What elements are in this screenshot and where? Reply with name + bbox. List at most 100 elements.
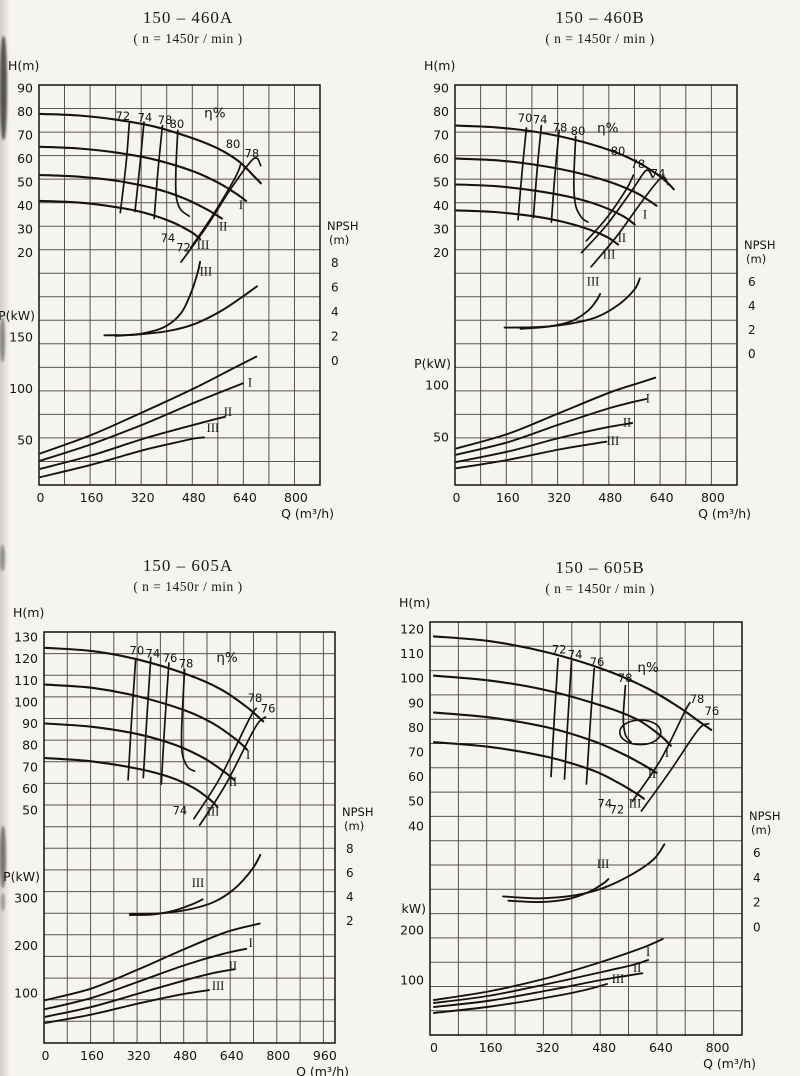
p-axis-label: P(kW): [414, 356, 451, 371]
efficiency-value-label: 70: [130, 643, 145, 657]
efficiency-contour-78: [631, 701, 691, 803]
power-curve-II: [433, 972, 644, 1008]
npsh-axis-tick: 8: [346, 842, 354, 856]
q-axis-tick: 640: [233, 490, 257, 505]
p-axis-tick: 50: [17, 433, 33, 448]
eta-percent-label: η%: [204, 105, 226, 121]
power-curve-full: [433, 938, 664, 1001]
h-axis-label: H(m): [8, 58, 39, 73]
npsh-curve-label: III: [192, 876, 205, 890]
pump-chart-panel-150-605A: 150 – 605A ( n = 1450r / min ) H(m) 130 12…: [0, 552, 400, 1076]
pump-chart-panel-150-605B: 150 – 605B ( n = 1450r / min ) H(m) 120 11…: [400, 552, 800, 1076]
chart-subtitle: ( n = 1450r / min ): [133, 579, 243, 594]
h-axis-tick: 70: [17, 128, 33, 143]
scan-artifact: [0, 318, 5, 362]
power-curve-label: I: [249, 936, 253, 950]
h-axis-label: H(m): [400, 598, 430, 610]
npsh-curve-III: [114, 260, 202, 337]
npsh-axis-tick: 6: [331, 281, 339, 295]
head-curve-label: III: [207, 804, 220, 818]
head-curve-label: II: [618, 231, 626, 245]
chart-subtitle: ( n = 1450r / min ): [545, 31, 655, 46]
npsh-axis-tick: 4: [331, 305, 339, 319]
chart-title: 150 – 460B: [555, 8, 645, 27]
h-axis-tick: 120: [400, 622, 424, 637]
plot-border: [43, 631, 336, 1044]
h-axis-tick: 80: [433, 104, 449, 119]
efficiency-contour-76: [160, 662, 170, 785]
h-axis-tick: 70: [408, 745, 424, 760]
npsh-axis-tick: 6: [748, 275, 756, 289]
h-axis-tick: 20: [17, 245, 33, 260]
head-curve-I: [39, 145, 248, 202]
q-axis-tick: 0: [37, 490, 45, 505]
efficiency-value-label: 72: [116, 109, 131, 123]
q-axis-label: Q (m³/h): [698, 506, 751, 521]
chart-subtitle: ( n = 1450r / min ): [545, 581, 655, 596]
efficiency-contour-72: [550, 657, 559, 778]
head-curve-full: [432, 635, 713, 731]
power-curve-label: III: [207, 421, 220, 435]
q-axis-tick: 480: [598, 490, 622, 505]
power-curve-III: [44, 989, 210, 1024]
q-axis-tick: 800: [266, 1048, 290, 1063]
q-axis-label: Q (m³/h): [703, 1056, 756, 1071]
head-curve-label: I: [246, 748, 250, 762]
h-axis-tick: 100: [400, 671, 424, 686]
q-axis-tick: 320: [131, 490, 155, 505]
q-axis-tick: 0: [42, 1048, 50, 1063]
h-axis-tick: 110: [14, 673, 38, 688]
h-axis-tick: 90: [433, 81, 449, 96]
efficiency-contour-74: [142, 656, 152, 779]
p-axis-tick: 100: [9, 381, 33, 396]
npsh-axis-tick: 6: [346, 866, 354, 880]
efficiency-contour-78: [550, 129, 560, 223]
power-curve-III: [39, 436, 205, 479]
npsh-axis-tick: 2: [753, 896, 761, 910]
npsh-curve-label: III: [597, 857, 610, 871]
efficiency-contour-78: [180, 157, 262, 263]
efficiency-value-label: 74: [568, 648, 583, 662]
head-curve-full: [44, 646, 265, 723]
efficiency-contour-72: [119, 122, 131, 214]
efficiency-value-label: 76: [163, 651, 178, 665]
p-axis-tick: 200: [400, 923, 424, 938]
efficiency-value-label: 72: [176, 241, 191, 255]
h-axis-label: H(m): [13, 605, 44, 620]
head-curve-full: [455, 124, 675, 191]
q-axis-tick: 800: [701, 490, 725, 505]
head-curve-label: III: [603, 248, 616, 262]
efficiency-contour-74: [532, 124, 543, 219]
power-curve-label: II: [623, 416, 631, 430]
q-axis-tick: 640: [220, 1048, 244, 1063]
head-curve-label: II: [219, 219, 227, 233]
q-axis-tick: 480: [592, 1040, 616, 1055]
efficiency-contour-80: [174, 129, 191, 218]
power-curve-I: [433, 959, 650, 1004]
q-axis-label: Q (m³/h): [281, 506, 334, 521]
h-axis-tick: 100: [14, 694, 38, 709]
p-axis-tick: 200: [14, 938, 38, 953]
efficiency-value-label: 72: [610, 803, 625, 817]
efficiency-contour-70: [517, 127, 528, 221]
q-axis-tick: 960: [313, 1048, 337, 1063]
pump-curve-plot: H(m) 130 120 110 100 90 80 70 60 50 0 160 320 480 640 8…: [3, 605, 373, 1076]
h-axis-tick: 50: [408, 794, 424, 809]
npsh-curve-label: III: [200, 264, 213, 278]
h-axis-tick: 90: [17, 81, 33, 96]
p-axis-tick: 50: [433, 430, 449, 445]
power-curve-full: [455, 376, 657, 450]
efficiency-value-label: 74: [651, 166, 666, 180]
efficiency-value-label: 80: [571, 124, 586, 138]
npsh-curve-full: [103, 285, 258, 337]
power-curve-label: I: [646, 392, 650, 406]
head-curve-full: [39, 112, 262, 185]
h-axis-tick: 50: [17, 175, 33, 190]
npsh-curve-label: III: [587, 275, 600, 289]
npsh-axis-tick: 0: [331, 354, 339, 368]
grid-lines: [429, 621, 743, 1036]
efficiency-contour-80: [189, 162, 242, 249]
efficiency-value-label: 74: [173, 803, 188, 817]
